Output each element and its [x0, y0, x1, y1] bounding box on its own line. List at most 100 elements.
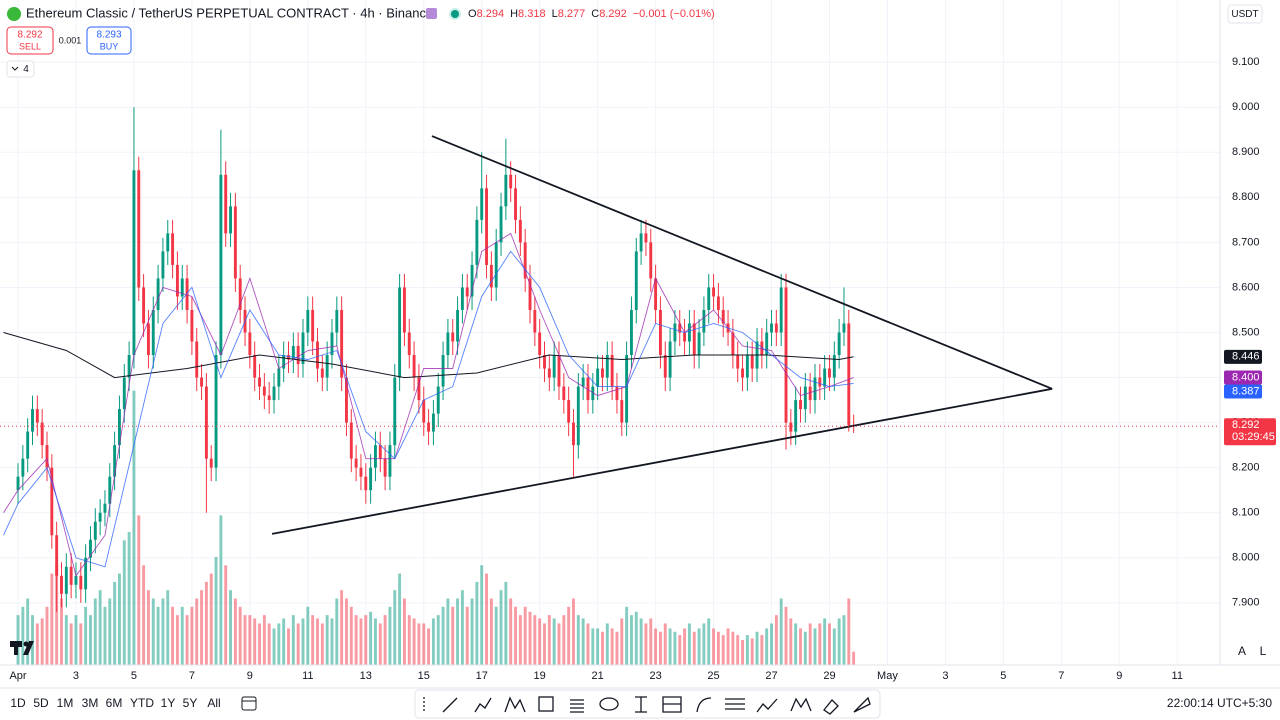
- volume-bar: [576, 615, 580, 665]
- volume-bar: [465, 606, 469, 665]
- logo-part: [23, 641, 34, 655]
- volume-bar: [267, 623, 271, 665]
- tool-ruler[interactable]: [853, 696, 871, 713]
- volume-bar: [470, 598, 474, 665]
- candle-body: [108, 476, 112, 504]
- tool-text[interactable]: [570, 699, 584, 713]
- volume-bar: [219, 515, 223, 665]
- candle-body: [31, 409, 34, 432]
- tool-eraser[interactable]: [823, 699, 839, 715]
- volume-bar: [118, 573, 121, 665]
- tool-measure[interactable]: [662, 696, 682, 713]
- volume-bar: [620, 618, 624, 665]
- candle-body: [402, 287, 406, 333]
- volume-bar: [456, 598, 460, 665]
- timeframe[interactable]: 6M: [106, 696, 123, 710]
- candle-body: [45, 445, 49, 468]
- candle-body: [784, 287, 788, 423]
- candle-body: [649, 242, 653, 279]
- calendar-button[interactable]: [241, 696, 257, 711]
- candle-body: [190, 309, 194, 342]
- candle-body: [84, 557, 88, 590]
- volume-bar: [649, 618, 653, 665]
- timeframe[interactable]: All: [207, 696, 220, 710]
- candle-body: [74, 575, 78, 585]
- volume-bar: [277, 623, 281, 665]
- tool-xabcd[interactable]: [790, 697, 812, 712]
- timeframe[interactable]: 5D: [33, 696, 49, 710]
- volume-bar: [345, 598, 348, 665]
- timeframe[interactable]: 1D: [10, 696, 26, 710]
- volume-bar: [16, 615, 20, 665]
- x-tick-label: Apr: [9, 670, 26, 682]
- volume-bar: [663, 623, 667, 665]
- log-scale[interactable]: L: [1260, 644, 1267, 658]
- tool-annotation[interactable]: [635, 696, 647, 713]
- series-price: 8.400: [1232, 371, 1260, 383]
- candle-body: [224, 174, 228, 234]
- candle-body: [586, 377, 590, 401]
- volume-bar: [272, 628, 276, 665]
- candle-body: [799, 400, 802, 410]
- candle-body: [272, 386, 276, 401]
- tool-ellipse[interactable]: [599, 697, 619, 711]
- candle-body: [258, 377, 261, 387]
- candle-body: [494, 242, 498, 288]
- current-price-tag: [1224, 418, 1276, 446]
- timeframe[interactable]: 3M: [82, 696, 99, 710]
- tool-fib[interactable]: [474, 697, 492, 713]
- tool-trendline[interactable]: [442, 697, 458, 713]
- volume-bar: [774, 615, 778, 665]
- ohlc-value: 8.318: [518, 8, 546, 20]
- volume-bar: [760, 635, 764, 665]
- tool-rect[interactable]: [538, 696, 554, 712]
- volume-bar: [190, 606, 194, 665]
- volume-bar: [40, 618, 44, 665]
- tool-brush[interactable]: [696, 697, 712, 713]
- candle-body: [668, 341, 672, 378]
- volume-bar: [741, 640, 744, 665]
- trendline: [431, 135, 1053, 390]
- candle-body: [291, 346, 295, 360]
- candle-body: [828, 368, 831, 378]
- x-tick-label: 17: [476, 670, 488, 682]
- tool-projection[interactable]: [756, 698, 778, 713]
- volume-bar: [60, 598, 63, 665]
- auto-scale[interactable]: A: [1238, 644, 1246, 658]
- timeframe[interactable]: 5Y: [183, 696, 198, 710]
- buy-button[interactable]: [86, 26, 132, 55]
- candle-body: [485, 188, 488, 265]
- x-tick-label: 11: [1172, 670, 1183, 682]
- volume-bar: [823, 618, 827, 665]
- candle-body: [658, 309, 662, 356]
- candle-body: [470, 264, 474, 297]
- candle-body: [741, 368, 744, 378]
- candle-body: [238, 278, 242, 310]
- candle-body: [533, 309, 537, 333]
- volume-bar: [485, 573, 488, 665]
- candle-body: [441, 355, 445, 387]
- candle-body: [596, 368, 600, 387]
- candle-body: [514, 188, 517, 220]
- volume-bar: [489, 598, 493, 665]
- candle-body: [417, 377, 421, 401]
- tool-pattern[interactable]: [504, 696, 526, 713]
- sell-button[interactable]: [6, 26, 54, 55]
- timeframe[interactable]: YTD: [130, 696, 154, 710]
- candle-body: [538, 332, 542, 356]
- flag-icon[interactable]: [426, 8, 437, 19]
- volume-bar: [460, 590, 464, 665]
- candle-body: [465, 287, 469, 297]
- timeframe[interactable]: 1Y: [161, 696, 176, 710]
- tool-gann[interactable]: [725, 698, 745, 710]
- indicators-toggle[interactable]: [6, 60, 35, 78]
- timeframe[interactable]: 1M: [57, 696, 74, 710]
- candle-body: [320, 368, 324, 378]
- currency-button[interactable]: [1227, 4, 1263, 24]
- volume-bar: [504, 581, 508, 665]
- volume-bar: [185, 615, 189, 665]
- candle-body: [499, 206, 503, 243]
- candle-body: [736, 355, 740, 369]
- volume-bar: [794, 623, 798, 665]
- volume-bar: [832, 628, 836, 665]
